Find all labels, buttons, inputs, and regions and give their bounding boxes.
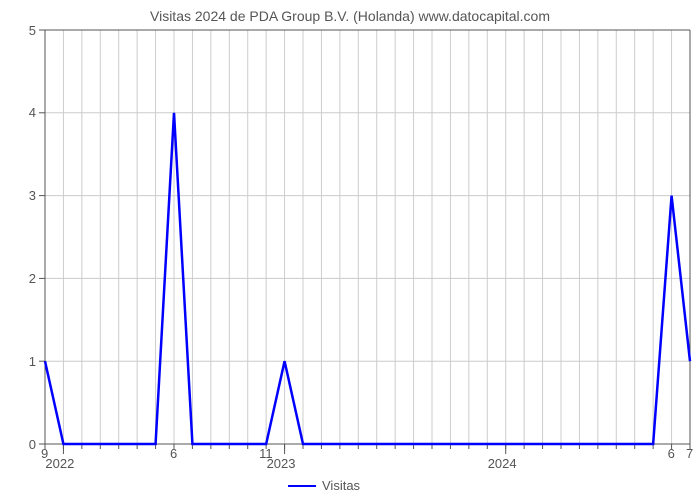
y-tick-label: 3 (29, 188, 36, 203)
legend-label: Visitas (322, 478, 360, 493)
y-tick-label: 0 (29, 437, 36, 452)
chart-canvas (0, 0, 700, 500)
data-point-label: 6 (170, 446, 177, 461)
legend-swatch (288, 485, 316, 487)
legend: Visitas (288, 478, 360, 493)
data-point-label: 9 (41, 446, 48, 461)
data-point-label: 7 (686, 446, 693, 461)
y-tick-label: 2 (29, 271, 36, 286)
x-tick-label: 2022 (45, 456, 74, 471)
data-point-label: 11 (259, 446, 273, 461)
x-tick-label: 2024 (488, 456, 517, 471)
data-point-label: 6 (668, 446, 675, 461)
y-tick-label: 1 (29, 354, 36, 369)
y-tick-label: 5 (29, 23, 36, 38)
y-tick-label: 4 (29, 105, 36, 120)
